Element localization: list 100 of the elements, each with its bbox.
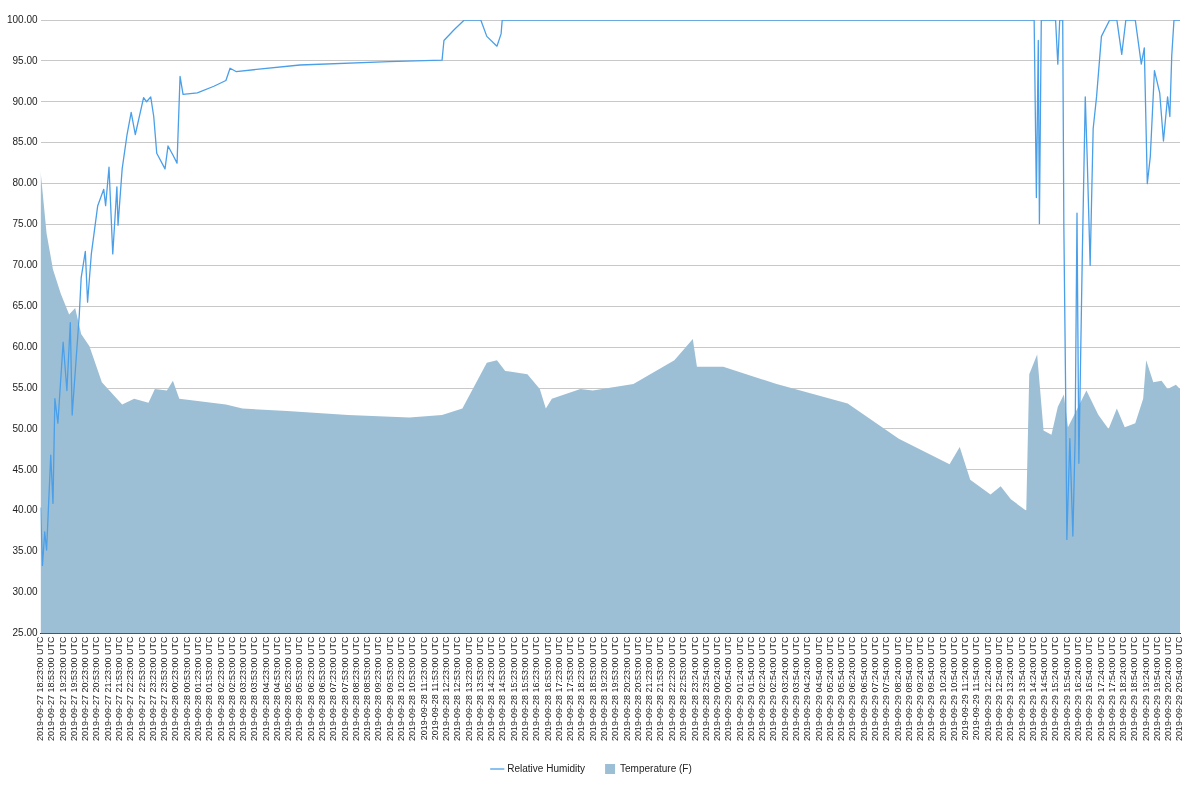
x-tick-label: 2019-09-28 04:23:00 UTC [260,635,271,742]
x-tick-label: 2019-09-28 21:23:00 UTC [644,635,655,742]
x-tick-label: 2019-09-29 04:24:00 UTC [802,635,813,742]
x-tick-label: 2019-09-29 03:54:00 UTC [791,635,802,742]
legend-label: Temperature (F) [620,762,692,774]
x-tick-label: 2019-09-28 11:53:00 UTC [429,635,440,741]
x-tick-label: 2019-09-29 15:54:00 UTC [1061,635,1072,742]
x-tick-label: 2019-09-28 02:53:00 UTC [226,635,237,742]
y-tick-label: 50.00 [12,422,39,434]
x-tick-label: 2019-09-28 05:53:00 UTC [294,635,305,742]
x-tick-label: 2019-09-29 05:54:00 UTC [836,635,847,742]
y-tick-label: 55.00 [12,381,39,393]
x-tick-label: 2019-09-27 19:23:00 UTC [57,635,68,742]
x-tick-label: 2019-09-29 09:24:00 UTC [915,635,926,742]
x-tick-label: 2019-09-29 19:24:00 UTC [1140,635,1151,742]
x-tick-label: 2019-09-29 06:24:00 UTC [847,635,858,742]
x-tick-label: 2019-09-28 08:53:00 UTC [362,635,373,742]
x-tick-label: 2019-09-29 12:24:00 UTC [982,635,993,742]
x-tick-label: 2019-09-28 18:23:00 UTC [576,635,587,742]
x-tick-label: 2019-09-28 09:53:00 UTC [384,635,395,742]
x-tick-label: 2019-09-28 09:23:00 UTC [373,635,384,742]
x-tick-label: 2019-09-27 22:53:00 UTC [136,635,147,742]
x-tick-label: 2019-09-29 18:54:00 UTC [1129,635,1140,742]
x-tick-label: 2019-09-29 14:54:00 UTC [1039,635,1050,742]
x-tick-label: 2019-09-28 12:53:00 UTC [452,635,463,742]
x-tick-label: 2019-09-28 16:53:00 UTC [542,635,553,742]
x-tick-label: 2019-09-28 15:23:00 UTC [508,635,519,742]
x-tick-label: 2019-09-27 18:53:00 UTC [46,635,57,742]
x-tick-label: 2019-09-28 11:23:00 UTC [418,635,429,741]
x-tick-label: 2019-09-29 01:54:00 UTC [745,635,756,742]
x-tick-label: 2019-09-29 19:54:00 UTC [1151,635,1162,742]
y-tick-label: 40.00 [12,504,39,516]
y-tick-label: 85.00 [12,136,39,148]
x-tick-label: 2019-09-28 04:53:00 UTC [271,635,282,742]
x-tick-label: 2019-09-28 02:23:00 UTC [215,635,226,742]
x-tick-label: 2019-09-27 20:23:00 UTC [80,635,91,742]
x-tick-label: 2019-09-28 23:24:00 UTC [689,635,700,742]
x-tick-label: 2019-09-28 13:23:00 UTC [463,635,474,742]
x-tick-label: 2019-09-29 17:24:00 UTC [1095,635,1106,742]
x-tick-label: 2019-09-28 23:54:00 UTC [700,635,711,742]
x-tick-label: 2019-09-28 13:53:00 UTC [474,635,485,742]
x-tick-label: 2019-09-29 13:54:00 UTC [1016,635,1027,742]
x-tick-label: 2019-09-29 10:54:00 UTC [948,635,959,742]
x-tick-label: 2019-09-28 21:53:00 UTC [655,635,666,742]
x-tick-label: 2019-09-29 20:54:00 UTC [1174,635,1185,742]
x-tick-label: 2019-09-28 00:53:00 UTC [181,635,192,742]
x-tick-label: 2019-09-27 22:23:00 UTC [125,635,136,742]
x-tick-label: 2019-09-28 20:53:00 UTC [632,635,643,742]
y-tick-label: 80.00 [12,177,39,189]
y-tick-label: 30.00 [12,586,39,598]
x-tick-label: 2019-09-28 15:53:00 UTC [520,635,531,742]
y-tick-label: 90.00 [12,95,39,107]
y-tick-label: 75.00 [12,218,39,230]
x-tick-label: 2019-09-29 12:54:00 UTC [994,635,1005,742]
legend-label: Relative Humidity [507,762,586,774]
x-tick-label: 2019-09-29 00:24:00 UTC [712,635,723,742]
x-tick-label: 2019-09-28 19:23:00 UTC [598,635,609,742]
x-tick-label: 2019-09-29 10:24:00 UTC [937,635,948,742]
x-tick-label: 2019-09-29 09:54:00 UTC [926,635,937,742]
x-tick-label: 2019-09-27 21:53:00 UTC [114,635,125,742]
x-tick-label: 2019-09-29 11:24:00 UTC [960,635,971,741]
x-tick-label: 2019-09-28 01:53:00 UTC [204,635,215,742]
y-tick-label: 60.00 [12,340,39,352]
x-tick-label: 2019-09-29 18:24:00 UTC [1118,635,1129,742]
y-tick-label: 70.00 [12,259,39,271]
x-tick-label: 2019-09-29 07:54:00 UTC [881,635,892,742]
x-tick-label: 2019-09-29 20:24:00 UTC [1163,635,1174,742]
x-tick-label: 2019-09-28 19:53:00 UTC [610,635,621,742]
x-tick-label: 2019-09-28 06:53:00 UTC [317,635,328,742]
x-tick-label: 2019-09-27 23:53:00 UTC [159,635,170,742]
x-tick-label: 2019-09-28 14:23:00 UTC [486,635,497,742]
x-tick-label: 2019-09-29 05:24:00 UTC [824,635,835,742]
x-tick-label: 2019-09-28 10:23:00 UTC [395,635,406,742]
x-tick-label: 2019-09-29 02:24:00 UTC [757,635,768,742]
x-tick-label: 2019-09-29 00:54:00 UTC [723,635,734,742]
x-tick-label: 2019-09-28 18:53:00 UTC [587,635,598,742]
x-tick-label: 2019-09-28 17:53:00 UTC [565,635,576,742]
x-tick-label: 2019-09-28 05:23:00 UTC [283,635,294,742]
x-tick-label: 2019-09-28 01:23:00 UTC [192,635,203,742]
x-tick-label: 2019-09-29 01:24:00 UTC [734,635,745,742]
x-tick-label: 2019-09-28 07:53:00 UTC [339,635,350,742]
x-tick-label: 2019-09-29 15:24:00 UTC [1050,635,1061,742]
x-tick-label: 2019-09-28 12:23:00 UTC [441,635,452,742]
x-tick-label: 2019-09-29 06:54:00 UTC [858,635,869,742]
y-tick-label: 35.00 [12,545,39,557]
x-tick-label: 2019-09-27 20:53:00 UTC [91,635,102,742]
x-tick-label: 2019-09-29 13:24:00 UTC [1005,635,1016,742]
x-tick-label: 2019-09-28 14:53:00 UTC [497,635,508,742]
x-tick-label: 2019-09-29 08:24:00 UTC [892,635,903,742]
x-tick-label: 2019-09-28 06:23:00 UTC [305,635,316,742]
x-tick-label: 2019-09-29 02:54:00 UTC [768,635,779,742]
y-tick-label: 95.00 [12,54,39,66]
x-tick-label: 2019-09-27 21:23:00 UTC [102,635,113,742]
x-tick-label: 2019-09-28 03:23:00 UTC [238,635,249,742]
x-tick-label: 2019-09-28 07:23:00 UTC [328,635,339,742]
x-tick-label: 2019-09-28 17:23:00 UTC [553,635,564,742]
x-tick-label: 2019-09-27 19:53:00 UTC [68,635,79,742]
y-tick-label: 45.00 [12,463,39,475]
x-tick-label: 2019-09-28 16:23:00 UTC [531,635,542,742]
x-tick-label: 2019-09-28 03:53:00 UTC [249,635,260,742]
